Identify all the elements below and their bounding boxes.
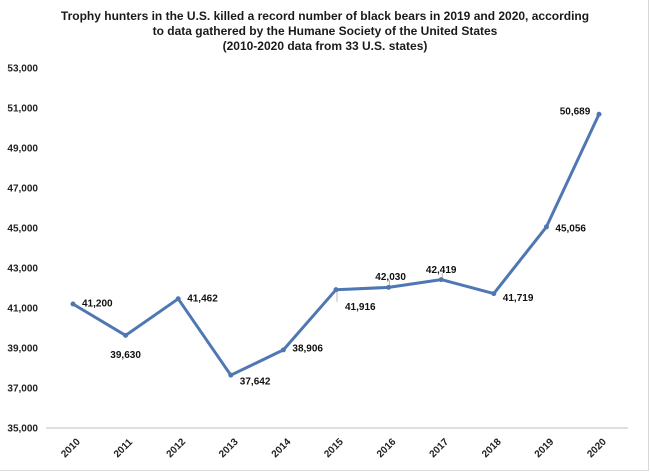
data-label: 42,419 (426, 265, 457, 276)
x-tick-label: 2013 (217, 436, 241, 460)
data-label: 41,462 (187, 293, 218, 304)
x-tick-label: 2014 (270, 436, 294, 460)
data-point (543, 224, 549, 230)
data-point (175, 296, 181, 302)
x-tick-label: 2011 (112, 437, 135, 460)
x-tick-label: 2019 (533, 436, 557, 460)
x-tick-label: 2010 (59, 436, 83, 460)
y-tick-label: 45,000 (7, 224, 38, 235)
x-tick-label: 2017 (428, 436, 452, 460)
data-label: 41,719 (503, 293, 534, 304)
data-label: 38,906 (292, 343, 323, 354)
series-line (72, 113, 601, 377)
y-tick-label: 53,000 (7, 64, 38, 75)
y-tick-label: 35,000 (7, 424, 38, 435)
x-tick-label: 2016 (375, 436, 399, 460)
data-label: 37,642 (240, 377, 271, 388)
data-label: 41,916 (345, 302, 376, 313)
y-tick-label: 49,000 (7, 144, 38, 155)
y-tick-label: 41,000 (7, 304, 38, 315)
data-point (596, 111, 602, 117)
y-axis-ticks: 35,000 37,000 39,000 41,000 43,000 45,000 47,0… (7, 64, 38, 435)
chart-title-line-1: Trophy hunters in the U.S. killed a reco… (60, 9, 590, 23)
x-axis-ticks: 2010 2011 2012 2013 2014 2015 2016 2017 2018 2019… (59, 436, 609, 460)
data-labels: 41,200 39,630 41,462 37,642 38,906 41,916 42,0… (82, 107, 591, 388)
data-point (333, 287, 339, 293)
data-point (438, 277, 444, 283)
data-points (70, 111, 602, 378)
x-tick-label: 2012 (165, 436, 189, 460)
data-label: 42,030 (375, 272, 406, 283)
chart-title-line-2: to data gathered by the Humane Society o… (152, 24, 498, 38)
data-label-leaders (336, 272, 443, 302)
x-tick-label: 2018 (480, 436, 504, 460)
data-point (491, 291, 497, 297)
data-point (70, 301, 76, 307)
data-point (228, 372, 234, 378)
data-label: 45,056 (555, 223, 586, 234)
data-point (280, 347, 286, 353)
data-point (123, 332, 129, 338)
y-tick-label: 43,000 (7, 264, 38, 275)
data-label: 41,200 (82, 299, 113, 310)
y-tick-label: 37,000 (7, 384, 38, 395)
y-tick-label: 47,000 (7, 184, 38, 195)
data-point (386, 284, 392, 290)
chart-title: Trophy hunters in the U.S. killed a reco… (0, 9, 650, 54)
y-tick-label: 51,000 (7, 104, 38, 115)
x-tick-label: 2020 (585, 436, 609, 460)
y-tick-label: 39,000 (7, 344, 38, 355)
chart-title-line-3: (2010-2020 data from 33 U.S. states) (222, 39, 428, 53)
data-label: 50,689 (560, 107, 591, 118)
x-tick-label: 2015 (322, 436, 346, 460)
data-label: 39,630 (110, 350, 141, 361)
